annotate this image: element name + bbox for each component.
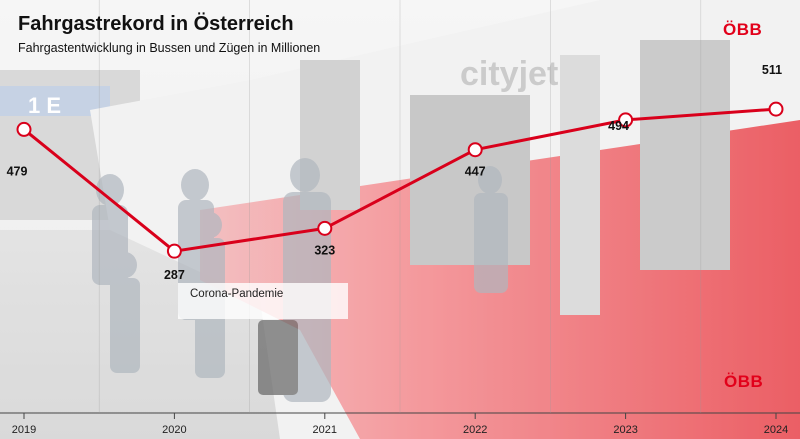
x-tick-label-2024: 2024: [764, 424, 788, 436]
obb-logo-bottom: ÖBB: [724, 372, 764, 391]
annotation-box: [178, 283, 348, 319]
chart-title: Fahrgastrekord in Österreich: [18, 13, 294, 35]
train-lettering: cityjet: [460, 55, 558, 93]
x-tick-label-2021: 2021: [313, 424, 337, 436]
data-point-2020: [166, 243, 182, 259]
data-point-2019: [16, 121, 32, 137]
data-point-2021: [317, 220, 333, 236]
data-point-2023: [618, 112, 634, 128]
annotation-corona: Corona-Pandemie: [190, 288, 284, 300]
data-label-2022: 447: [465, 165, 486, 179]
data-label-2021: 323: [314, 243, 335, 257]
obb-logo-top: ÖBB: [723, 20, 763, 39]
x-tick-label-2022: 2022: [463, 424, 487, 436]
data-label-2019: 479: [7, 164, 28, 178]
data-point-2024: [768, 101, 784, 117]
x-tick-label-2023: 2023: [613, 424, 637, 436]
data-label-2024: 511: [762, 63, 782, 77]
chart-subtitle: Fahrgastentwicklung in Bussen und Zügen …: [18, 41, 321, 55]
x-tick-label-2019: 2019: [12, 424, 36, 436]
data-label-2023: 494: [608, 119, 629, 133]
data-point-2022: [467, 142, 483, 158]
series-line: [23, 107, 777, 253]
platform-sign: 1 E: [28, 93, 61, 118]
x-tick-label-2020: 2020: [162, 424, 186, 436]
data-label-2020: 287: [164, 268, 185, 282]
people-silhouettes: [92, 158, 508, 402]
